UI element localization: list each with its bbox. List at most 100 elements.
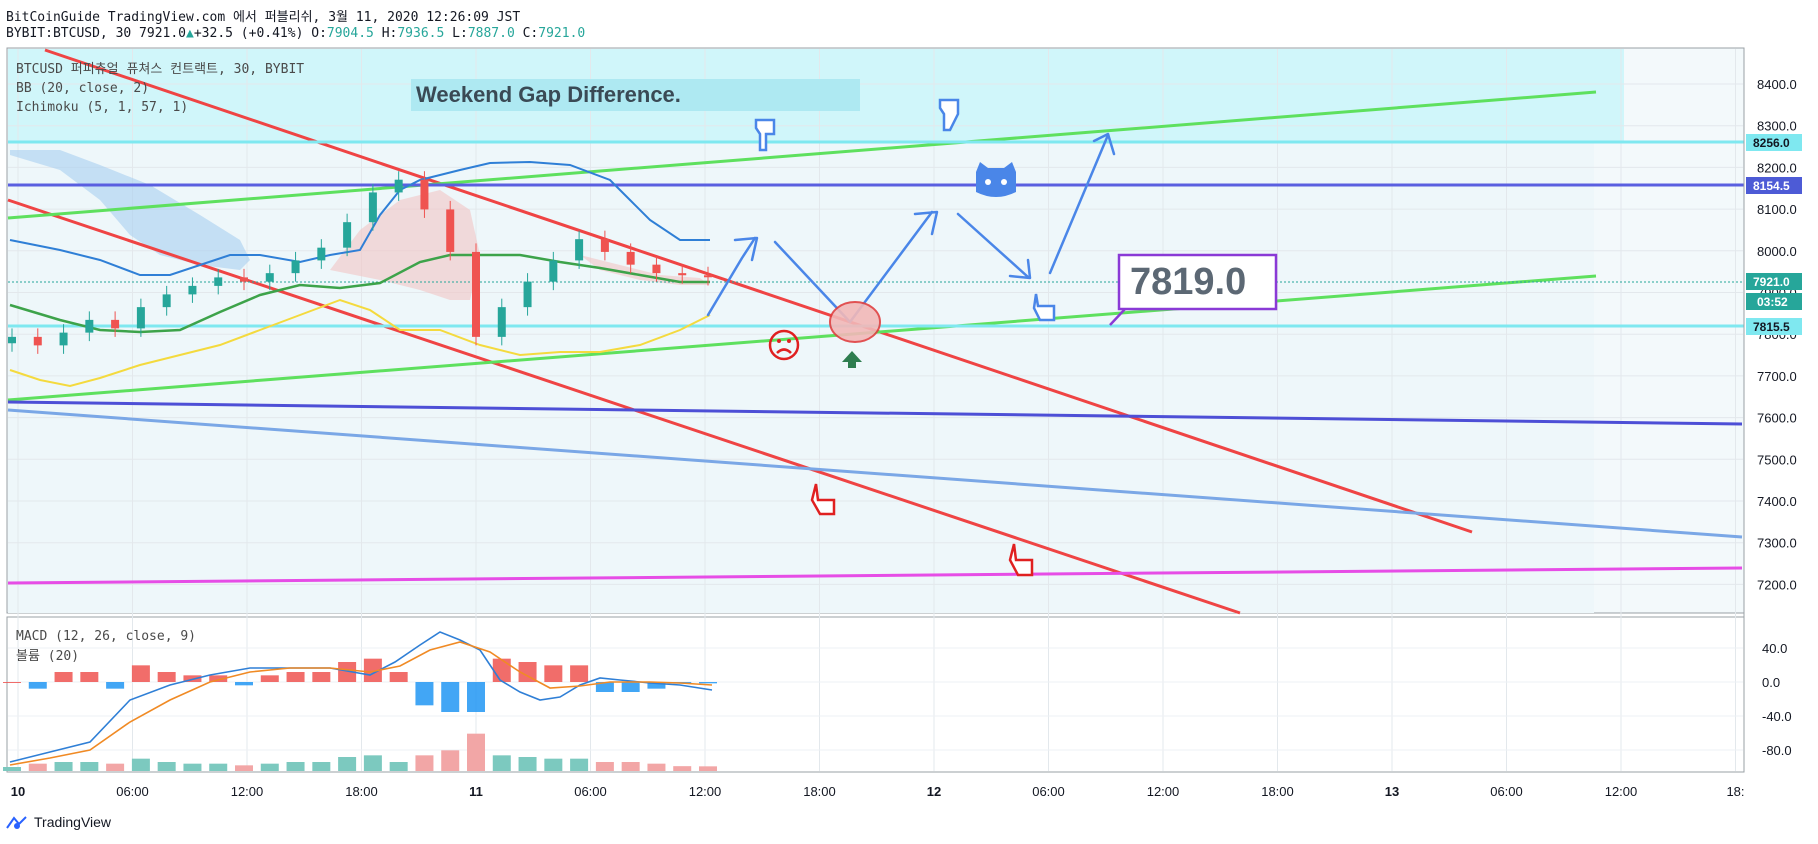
- volume-bar: [673, 766, 692, 771]
- arrow-head-4: [1092, 132, 1116, 156]
- bb-lower-band: [9, 298, 711, 388]
- time-tick-label: 18:00: [1261, 784, 1294, 799]
- time-tick-label: 12: [927, 784, 941, 799]
- c-label: C:: [522, 26, 539, 41]
- volume-bar: [621, 762, 640, 771]
- volume-bar: [157, 762, 176, 771]
- volume-bar: [260, 763, 279, 771]
- svg-text:7815.5: 7815.5: [1753, 320, 1790, 334]
- macd-hist-bar: [312, 672, 331, 682]
- price-tick-label: 8100.0: [1757, 202, 1797, 217]
- macd-line: [9, 631, 713, 763]
- ichimoku-cloud-red-2: [580, 255, 710, 285]
- time-tick-label: 11: [469, 784, 483, 799]
- svg-text:8154.5: 8154.5: [1753, 179, 1790, 193]
- time-tick-label: 18:: [1726, 784, 1744, 799]
- publish-header: BitCoinGuide TradingView.com 에서 퍼블리쉬, 3월…: [6, 10, 521, 25]
- price-callout-box: [1117, 253, 1278, 311]
- candles: [8, 171, 712, 354]
- pointing-hand-icon-2: [938, 98, 960, 132]
- price-tag-last: 7921.0: [1746, 273, 1802, 290]
- candle-body: [136, 307, 145, 329]
- time-tick-label: 12:00: [1605, 784, 1638, 799]
- legend-bb: BB (20, close, 2): [16, 81, 149, 96]
- macd-hist-bar: [3, 682, 21, 683]
- svg-text:7921.0: 7921.0: [1753, 275, 1790, 289]
- tradingview-brand[interactable]: TradingView: [6, 814, 111, 830]
- svg-text:03:52: 03:52: [1757, 295, 1788, 309]
- volume-bar: [312, 762, 331, 771]
- macd-tick-label: -80.0: [1762, 743, 1792, 758]
- candle-body: [446, 209, 455, 252]
- macd-hist-bar: [363, 658, 382, 682]
- volume-bar: [595, 762, 614, 771]
- close-value: 7921.0: [538, 26, 586, 41]
- candle-body: [472, 251, 480, 337]
- macd-tick-label: 40.0: [1762, 641, 1787, 656]
- time-tick-label: 06:00: [116, 784, 149, 799]
- macd-hist-bar: [157, 672, 176, 682]
- macd-hist-bar: [260, 675, 279, 682]
- volume-bar: [209, 763, 228, 771]
- legend-volume: 볼륨 (20): [16, 649, 79, 664]
- candle-body: [240, 277, 248, 282]
- candle-body: [85, 319, 94, 333]
- l-label: L:: [452, 26, 468, 41]
- macd-hist-bar: [544, 665, 563, 682]
- symbol-label: BYBIT:BTCUSD, 30 7921.0: [6, 26, 187, 41]
- low-value: 7887.0: [467, 26, 515, 41]
- weekend-gap-label: Weekend Gap Difference.: [416, 82, 681, 107]
- candle-body: [59, 332, 68, 346]
- volume-bar: [518, 757, 537, 771]
- pointing-hand-icon-3: [1032, 293, 1056, 322]
- o-label: O:: [311, 26, 327, 41]
- h-label: H:: [381, 26, 398, 41]
- projection-path: [706, 236, 757, 317]
- macd-hist-bar: [699, 682, 717, 684]
- macd-hist-bar: [131, 665, 150, 682]
- volume-bar: [235, 765, 253, 771]
- signal-line: [9, 641, 713, 766]
- red-channel-lower: [7, 198, 1241, 615]
- price-callout-pointer: [1109, 308, 1126, 326]
- candle-body: [394, 179, 403, 193]
- volume-bar: [699, 766, 717, 771]
- price-tag-8154: 8154.5: [1746, 177, 1802, 194]
- time-tick-label: 06:00: [574, 784, 607, 799]
- blue-support-line: [7, 400, 1743, 426]
- volume-bar: [54, 762, 73, 771]
- candle-body: [368, 192, 377, 223]
- price-tick-label: 8300.0: [1757, 119, 1797, 134]
- time-axis: 10 06:00 12:00 18:00 11 06:00 12:00 18:00 12 06:0…: [11, 784, 1745, 799]
- candle-body: [626, 251, 635, 265]
- candle-body: [317, 247, 326, 261]
- grid-lines: [8, 49, 1743, 771]
- retest-circle: [829, 301, 881, 343]
- macd-hist-bar: [28, 682, 47, 689]
- candle-body: [8, 336, 16, 344]
- svg-text:8256.0: 8256.0: [1753, 136, 1790, 150]
- high-value: 7936.5: [397, 26, 445, 41]
- macd-hist-bar: [492, 658, 511, 682]
- ichimoku-cloud-red: [330, 190, 480, 300]
- price-tick-label: 7700.0: [1757, 369, 1797, 384]
- magenta-line: [7, 566, 1743, 585]
- legend-ichimoku: Ichimoku (5, 1, 57, 1): [16, 100, 188, 115]
- volume-bar: [467, 733, 485, 771]
- price-tag-countdown: 03:52: [1746, 293, 1802, 310]
- green-channel-lower: [7, 274, 1597, 402]
- candle-body: [214, 277, 223, 286]
- volume-bar: [544, 758, 563, 771]
- macd-hist-bar: [106, 682, 125, 689]
- volume-bar: [106, 763, 125, 771]
- volume-bar: [441, 750, 460, 771]
- candle-body: [549, 260, 558, 282]
- volume-bar: [363, 755, 382, 771]
- candle-body: [652, 264, 661, 274]
- volume-bar: [80, 762, 99, 771]
- candle-body: [33, 336, 42, 346]
- macd-hist-bar: [286, 672, 305, 682]
- candle-body: [291, 260, 300, 274]
- macd-hist-bar: [570, 665, 589, 682]
